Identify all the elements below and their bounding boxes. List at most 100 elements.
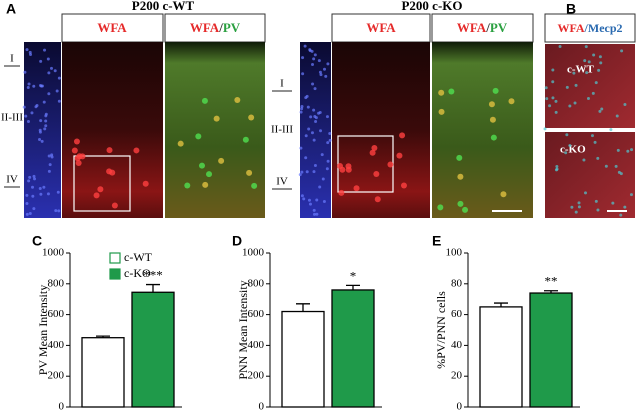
column-label: WFA/Mecp2 xyxy=(557,21,622,35)
cell xyxy=(508,98,515,105)
cell xyxy=(353,185,360,192)
cell xyxy=(303,44,307,48)
cell xyxy=(27,82,31,86)
cell xyxy=(42,100,46,104)
label-part: WFA xyxy=(190,20,220,35)
cell xyxy=(328,138,332,142)
cell xyxy=(46,57,50,61)
cell xyxy=(25,201,29,205)
y-tick-label: 20 xyxy=(451,370,463,382)
cell xyxy=(48,163,52,167)
y-tick-label: 100 xyxy=(446,247,463,259)
cell xyxy=(93,192,100,199)
cell xyxy=(307,127,311,131)
cell xyxy=(568,104,572,108)
inset-box xyxy=(73,155,131,212)
cell xyxy=(32,84,36,88)
cell xyxy=(44,124,48,128)
y-tick-label: 600 xyxy=(48,308,65,320)
cell xyxy=(371,144,378,151)
cell xyxy=(49,66,53,70)
cell xyxy=(32,174,36,178)
cell xyxy=(310,49,314,53)
cell xyxy=(311,63,315,67)
label-part: WFA xyxy=(557,21,584,35)
cell xyxy=(572,71,576,75)
cell xyxy=(28,50,32,54)
cell xyxy=(396,152,403,159)
cell xyxy=(319,129,323,133)
cell xyxy=(551,96,555,100)
cell xyxy=(32,207,36,211)
cell xyxy=(545,97,549,101)
cell xyxy=(590,134,594,138)
y-axis-label: %PV/PNN cells xyxy=(434,291,448,369)
label-part: / xyxy=(218,20,223,35)
layer-label: II-III xyxy=(271,124,293,136)
cell xyxy=(56,190,60,194)
cell xyxy=(213,115,220,122)
panel-label: C xyxy=(32,233,42,249)
cell xyxy=(75,160,82,167)
cell xyxy=(373,170,380,177)
cell xyxy=(106,147,113,154)
cell xyxy=(310,131,314,135)
cell xyxy=(251,182,258,189)
error-bar xyxy=(296,303,310,312)
column-label: WFA xyxy=(366,20,396,35)
cell xyxy=(554,99,558,103)
cell xyxy=(591,91,595,95)
cell xyxy=(304,156,308,160)
cell xyxy=(312,138,316,142)
cell xyxy=(548,104,552,108)
cell xyxy=(322,200,326,204)
layer-label: IV xyxy=(276,176,288,188)
cell xyxy=(202,181,209,188)
wfa-image xyxy=(332,42,430,218)
cell xyxy=(47,169,51,173)
cell xyxy=(55,89,59,93)
bar xyxy=(529,292,573,408)
cell xyxy=(206,171,213,178)
cell xyxy=(543,127,547,131)
cell xyxy=(300,194,304,198)
cell xyxy=(574,83,578,87)
cell xyxy=(599,61,603,65)
cell xyxy=(551,80,555,84)
cell xyxy=(31,194,35,198)
cell xyxy=(22,105,26,109)
cell xyxy=(457,200,464,207)
cell xyxy=(39,84,43,88)
cell xyxy=(39,192,43,196)
y-tick-label: 400 xyxy=(248,339,265,351)
cell xyxy=(577,205,581,209)
cell xyxy=(312,212,316,216)
cell xyxy=(619,213,623,217)
cell xyxy=(142,180,149,187)
cell xyxy=(298,173,302,177)
cell xyxy=(312,108,316,112)
cell xyxy=(313,53,317,57)
wfa-image xyxy=(62,42,163,218)
y-tick-label: 200 xyxy=(48,370,65,382)
group-header: P200 c-WT xyxy=(132,0,195,13)
charts: CPV Mean Intensity02004006008001000***c-… xyxy=(32,233,580,411)
header-box xyxy=(331,13,431,43)
cell xyxy=(318,70,322,74)
mecp2-image xyxy=(545,132,635,218)
group-header: P200 c-KO xyxy=(401,0,462,13)
cell xyxy=(307,198,311,202)
cell xyxy=(311,82,315,86)
cell xyxy=(598,55,602,59)
dapi-image xyxy=(24,42,61,218)
label-part: Mecp2 xyxy=(588,21,623,35)
layer-label: I xyxy=(280,78,284,90)
cell xyxy=(583,59,587,63)
image-label: c-WT xyxy=(567,64,595,76)
error-bar xyxy=(146,283,160,293)
bar xyxy=(479,306,523,408)
panel-label: A xyxy=(6,1,16,17)
label-part: PV xyxy=(490,20,508,35)
cell xyxy=(47,92,51,96)
